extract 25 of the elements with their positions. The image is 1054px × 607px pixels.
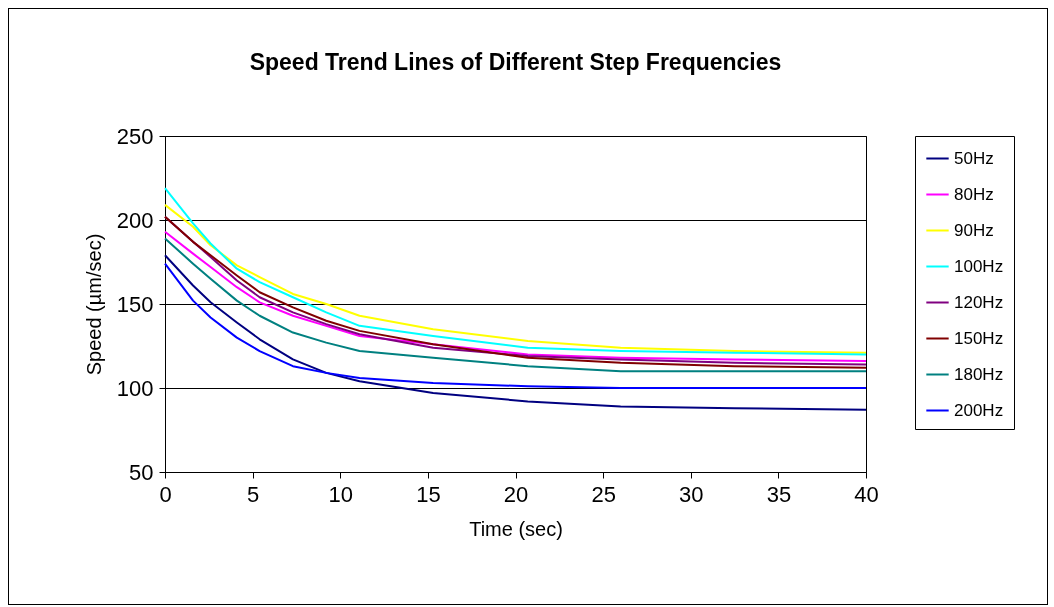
y-tick-label: 50 bbox=[129, 459, 154, 485]
x-tick-label: 0 bbox=[159, 481, 172, 507]
y-tick-label: 150 bbox=[116, 291, 154, 317]
legend-label: 180Hz bbox=[954, 364, 1004, 384]
legend-label: 100Hz bbox=[954, 256, 1004, 276]
y-tick-label: 200 bbox=[116, 207, 154, 233]
y-tick-label: 100 bbox=[116, 375, 154, 401]
legend-label: 120Hz bbox=[954, 292, 1004, 312]
x-tick-label: 40 bbox=[854, 481, 879, 507]
legend-label: 50Hz bbox=[954, 148, 994, 168]
x-tick-label: 25 bbox=[591, 481, 616, 507]
y-tick-label: 250 bbox=[116, 123, 154, 149]
y-axis-title: Speed (µm/sec) bbox=[82, 233, 105, 376]
legend-label: 200Hz bbox=[954, 400, 1004, 420]
x-tick-label: 20 bbox=[503, 481, 529, 507]
legend-label: 80Hz bbox=[954, 184, 994, 204]
chart-title: Speed Trend Lines of Different Step Frequencies bbox=[249, 49, 782, 75]
x-tick-label: 30 bbox=[679, 481, 704, 507]
x-axis-title: Time (sec) bbox=[469, 517, 563, 540]
legend-label: 90Hz bbox=[954, 220, 994, 240]
x-tick-label: 15 bbox=[416, 481, 441, 507]
x-tick-label: 35 bbox=[766, 481, 792, 507]
x-tick-label: 5 bbox=[247, 481, 260, 507]
x-tick-label: 10 bbox=[328, 481, 353, 507]
legend-label: 150Hz bbox=[954, 328, 1004, 348]
